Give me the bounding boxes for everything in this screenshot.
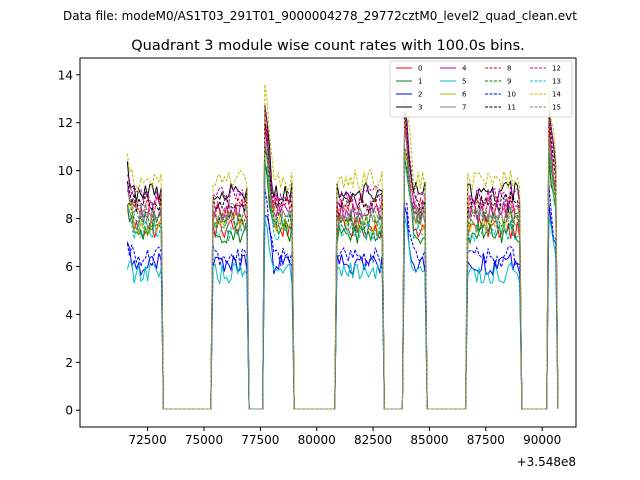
legend-label-5: 5 [462,78,466,86]
legend-label-7: 7 [462,104,466,112]
x-tick-label: 85000 [410,433,448,447]
legend-label-2: 2 [418,91,422,99]
legend-label-4: 4 [462,65,467,73]
legend-label-9: 9 [507,78,511,86]
y-tick-label: 2 [65,356,73,370]
x-tick-label: 87500 [467,433,505,447]
legend-label-0: 0 [418,65,422,73]
chart-title: Quadrant 3 module wise count rates with … [131,38,525,54]
x-tick-label: 90000 [523,433,561,447]
x-tick-label: 77500 [241,433,279,447]
legend-label-13: 13 [552,78,561,86]
x-tick-label: 75000 [185,433,223,447]
y-axis: 0 2 4 6 8 10 12 14 [58,68,80,418]
legend-label-10: 10 [507,91,516,99]
y-tick-label: 6 [65,260,73,274]
legend-label-6: 6 [462,91,467,99]
x-tick-label: 72500 [129,433,167,447]
axes-frame [79,57,577,428]
legend-label-15: 15 [552,104,561,112]
x-tick-label: 80000 [298,433,336,447]
legend-box [389,60,573,118]
legend-label-1: 1 [418,78,422,86]
legend-label-14: 14 [552,91,561,99]
series-line-15 [126,130,559,410]
legend-label-8: 8 [507,65,511,73]
plot-area: 72500 75000 77500 80000 82500 85000 87500 90000… [58,57,577,469]
y-tick-label: 14 [58,68,73,82]
suptitle: Data file: modeM0/AS1T03_291T01_90000042… [63,9,577,23]
series-layer [126,83,559,410]
legend-label-3: 3 [418,104,422,112]
y-tick-label: 4 [65,308,73,322]
x-offset-label: +3.548e8 [517,455,576,469]
legend-label-11: 11 [507,104,516,112]
x-tick-label: 82500 [354,433,392,447]
y-tick-label: 8 [65,212,73,226]
x-axis: 72500 75000 77500 80000 82500 85000 87500 90000 [129,427,561,447]
y-tick-label: 12 [58,116,73,130]
legend-label-12: 12 [552,65,561,73]
y-tick-label: 0 [65,404,73,418]
y-tick-label: 10 [58,164,73,178]
series-line-13 [127,147,559,410]
